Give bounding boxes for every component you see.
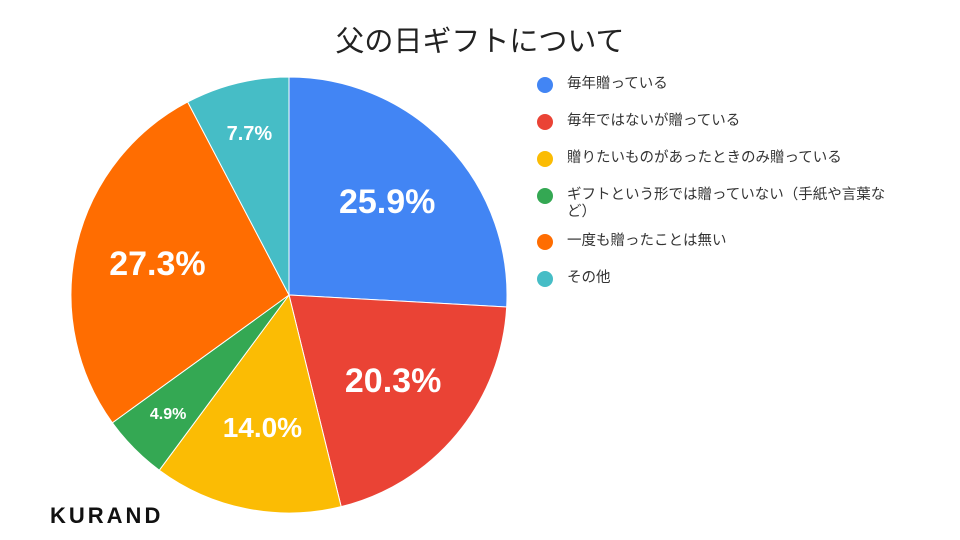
legend-item-1: 毎年ではないが贈っている — [537, 113, 897, 130]
legend-marker-1 — [537, 114, 553, 130]
legend-item-5: その他 — [537, 270, 897, 287]
pie-slice-0 — [288, 76, 508, 308]
chart-title: 父の日ギフトについて — [335, 24, 625, 58]
legend-marker-3 — [537, 188, 553, 204]
legend-label-4: 一度も贈ったことは無い — [567, 233, 727, 249]
brand-logo: KURAND — [50, 503, 164, 528]
legend-item-2: 贈りたいものがあったときのみ贈っている — [537, 150, 897, 167]
legend-marker-0 — [537, 77, 553, 93]
legend-label-0: 毎年贈っている — [567, 76, 668, 92]
pie-slice-label-3: 4.9% — [150, 406, 186, 423]
pie-slice-label-2: 14.0% — [223, 412, 302, 443]
chart-legend: 毎年贈っている毎年ではないが贈っている贈りたいものがあったときのみ贈っているギフ… — [537, 76, 917, 307]
legend-item-3: ギフトという形では贈っていない（手紙や言葉など） — [537, 187, 897, 221]
legend-item-4: 一度も贈ったことは無い — [537, 233, 897, 250]
legend-item-0: 毎年贈っている — [537, 76, 897, 93]
pie-slice-label-5: 7.7% — [227, 123, 273, 145]
pie-slice-4 — [70, 101, 290, 424]
legend-marker-5 — [537, 271, 553, 287]
legend-label-3: ギフトという形では贈っていない（手紙や言葉など） — [567, 187, 886, 220]
pie-slice-label-4: 27.3% — [109, 245, 205, 283]
legend-marker-4 — [537, 234, 553, 250]
legend-marker-2 — [537, 151, 553, 167]
pie-slice-label-0: 25.9% — [339, 183, 435, 221]
legend-label-5: その他 — [567, 270, 611, 286]
pie-slice-5 — [187, 76, 290, 296]
pie-slice-2 — [158, 293, 342, 514]
pie-slice-1 — [288, 294, 508, 508]
legend-label-2: 贈りたいものがあったときのみ贈っている — [567, 150, 842, 166]
legend-label-1: 毎年ではないが贈っている — [567, 113, 741, 129]
pie-slice-label-1: 20.3% — [345, 362, 441, 400]
